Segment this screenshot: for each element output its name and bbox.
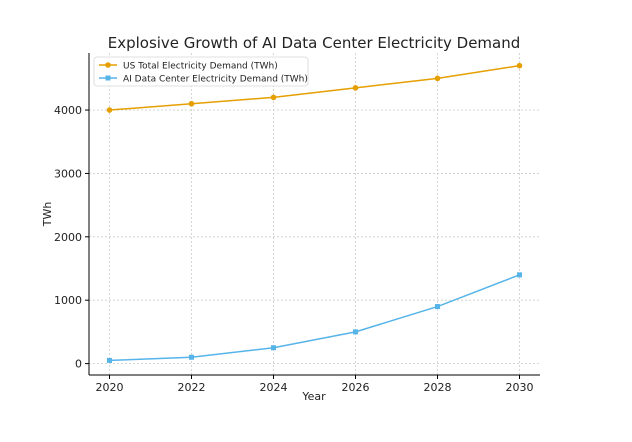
data-point	[106, 107, 113, 113]
data-point	[107, 357, 112, 363]
x-axis-label: Year	[301, 390, 326, 403]
series-line-0	[109, 64, 520, 111]
data-point	[434, 75, 441, 82]
data-point	[188, 100, 195, 107]
y-tick-label: 1000	[54, 294, 82, 307]
legend-box	[93, 56, 309, 87]
legend-label: AI Data Center Electricity Demand (TWh)	[123, 75, 308, 85]
y-tick-label: 3000	[54, 167, 82, 180]
x-tick-label: 2028	[424, 381, 452, 394]
y-tick-label: 2000	[54, 231, 82, 244]
data-point	[517, 272, 522, 278]
y-axis-label: TWh	[41, 202, 54, 228]
axes	[88, 53, 540, 376]
y-tick-label: 0	[75, 358, 82, 371]
x-tick-label: 2030	[506, 381, 534, 394]
y-tick-label: 4000	[54, 104, 82, 117]
chart-title: Explosive Growth of AI Data Center Elect…	[108, 34, 521, 52]
data-point	[270, 94, 277, 101]
data-point	[271, 345, 276, 351]
x-tick-label: 2022	[178, 381, 206, 394]
data-point	[435, 304, 440, 310]
x-tick-label: 2020	[96, 381, 124, 394]
series-group	[106, 62, 523, 363]
data-point	[516, 62, 523, 69]
legend-marker	[105, 75, 111, 81]
data-point	[189, 354, 194, 360]
legend-label: US Total Electricity Demand (TWh)	[123, 62, 278, 72]
data-point	[353, 329, 358, 335]
x-tick-label: 2026	[342, 381, 370, 394]
series-line-1	[109, 274, 520, 362]
ticks: 2020 2022 2024 2026 2028 2030 0 1000 2000 3000 400…	[54, 104, 534, 394]
data-point	[352, 85, 359, 91]
legend-marker	[105, 62, 111, 68]
x-tick-label: 2024	[260, 381, 288, 394]
grid	[89, 53, 540, 375]
legend: US Total Electricity Demand (TWh) AI Data…	[93, 56, 309, 87]
